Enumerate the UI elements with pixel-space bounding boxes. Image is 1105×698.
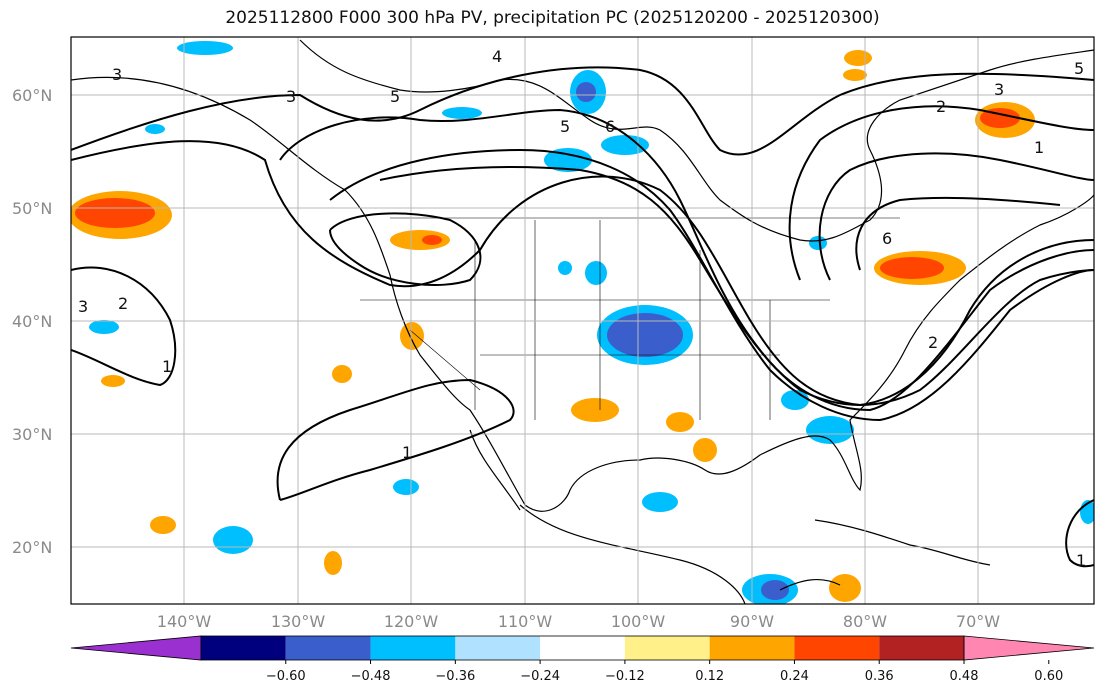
pv-contour-label: 1 bbox=[1034, 138, 1044, 157]
lat-label: 60°N bbox=[12, 86, 52, 105]
colorbar-box bbox=[709, 636, 795, 660]
colorbar-box bbox=[370, 636, 456, 660]
precip-blob bbox=[601, 135, 649, 155]
pv-contour-label: 5 bbox=[1074, 59, 1084, 78]
colorbar bbox=[70, 635, 1095, 661]
precip-blob bbox=[422, 235, 442, 245]
precip-blob bbox=[806, 416, 854, 444]
colorbar-tick-label: 0.60 bbox=[1034, 669, 1063, 684]
pv-contour-label: 2 bbox=[936, 97, 946, 116]
colorbar-tick-label: −0.12 bbox=[605, 669, 645, 684]
precip-blob bbox=[809, 236, 827, 250]
colorbar-labels: −0.60 −0.48 −0.36 −0.24 −0.12 0.12 0.24 0.36 0.4… bbox=[266, 660, 1063, 684]
precip-blob bbox=[177, 41, 233, 55]
precip-blob bbox=[101, 375, 125, 387]
precip-anomaly-fills bbox=[71, 41, 1094, 604]
lat-label: 30°N bbox=[12, 425, 52, 444]
colorbar-frame bbox=[200, 635, 965, 661]
lon-label: 80°W bbox=[843, 612, 887, 631]
precip-blob bbox=[693, 438, 717, 462]
precip-blob bbox=[332, 365, 352, 383]
precip-blob bbox=[544, 148, 592, 172]
precip-blob bbox=[607, 313, 683, 357]
precip-blob bbox=[844, 50, 872, 66]
pv-contour-label: 1 bbox=[162, 357, 172, 376]
precip-blob bbox=[75, 198, 155, 228]
precip-blob bbox=[642, 492, 678, 512]
pv-contour-label: 6 bbox=[882, 229, 892, 248]
precip-blob bbox=[571, 398, 619, 422]
precip-blob bbox=[880, 257, 944, 279]
pv-contour-label: 5 bbox=[390, 87, 400, 106]
plot-frame bbox=[70, 36, 1095, 605]
pv-contour-label: 3 bbox=[112, 65, 122, 84]
precip-blob bbox=[400, 322, 424, 350]
colorbar-box bbox=[201, 636, 286, 660]
pv-contour-label: 2 bbox=[928, 333, 938, 352]
pv-contour-label: 4 bbox=[492, 47, 502, 66]
precip-blob bbox=[829, 574, 861, 602]
colorbar-tick-label: −0.36 bbox=[435, 669, 475, 684]
precip-blob bbox=[393, 479, 419, 495]
precip-blob bbox=[761, 580, 789, 600]
latitude-labels: 60°N 50°N 40°N 30°N 20°N bbox=[12, 86, 52, 557]
precip-blob bbox=[213, 526, 253, 554]
precip-blob bbox=[558, 261, 572, 275]
map-title: 2025112800 F000 300 hPa PV, precipitatio… bbox=[225, 8, 880, 28]
lon-label: 90°W bbox=[730, 612, 774, 631]
colorbar-box bbox=[794, 636, 880, 660]
pv-contour-label: 6 bbox=[605, 117, 615, 136]
pv-contour-label: 3 bbox=[78, 297, 88, 316]
precip-blob bbox=[324, 551, 342, 575]
pv-contour-label: 1 bbox=[402, 443, 412, 462]
colorbar-tick-label: 0.36 bbox=[865, 669, 894, 684]
pv-contour-label: 5 bbox=[560, 117, 570, 136]
longitude-labels: 140°W 130°W 120°W 110°W 100°W 90°W 80°W … bbox=[157, 612, 1000, 631]
colorbar-tick-label: −0.24 bbox=[520, 669, 560, 684]
colorbar-box bbox=[540, 636, 625, 660]
colorbar-tick-label: −0.48 bbox=[351, 669, 391, 684]
colorbar-box bbox=[285, 636, 371, 660]
precip-blob bbox=[150, 516, 176, 534]
colorbar-box bbox=[455, 636, 541, 660]
precip-blob bbox=[576, 82, 596, 102]
gridlines bbox=[71, 37, 1094, 604]
pv-contour-labels: 3 3 5 4 5 6 2 3 5 1 6 2 2 3 1 1 1 bbox=[78, 47, 1086, 570]
colorbar-tick-label: 0.48 bbox=[950, 669, 979, 684]
colorbar-box bbox=[624, 636, 710, 660]
pv-contour-label: 2 bbox=[118, 294, 128, 313]
precip-blob bbox=[585, 261, 607, 285]
pv-contour-label: 3 bbox=[994, 80, 1004, 99]
colorbar-tick-label: 0.24 bbox=[780, 669, 809, 684]
colorbar-extend-high bbox=[963, 635, 1095, 661]
precip-blob bbox=[89, 320, 119, 334]
lon-label: 140°W bbox=[157, 612, 212, 631]
pv-contours bbox=[71, 66, 1094, 568]
precip-blob bbox=[843, 69, 867, 81]
colorbar-extend-low bbox=[70, 635, 202, 661]
lat-label: 20°N bbox=[12, 538, 52, 557]
colorbar-box bbox=[879, 636, 964, 660]
pv-contour-label: 3 bbox=[286, 87, 296, 106]
colorbar-tick-label: 0.12 bbox=[695, 669, 724, 684]
lat-label: 40°N bbox=[12, 312, 52, 331]
colorbar-tick-label: −0.60 bbox=[266, 669, 306, 684]
precip-blob bbox=[390, 230, 450, 250]
pv-contour-label: 1 bbox=[1076, 551, 1086, 570]
lon-label: 130°W bbox=[271, 612, 326, 631]
lon-label: 120°W bbox=[384, 612, 439, 631]
precip-blob bbox=[666, 412, 694, 432]
lon-label: 110°W bbox=[498, 612, 553, 631]
precip-blob bbox=[442, 107, 482, 119]
lat-label: 50°N bbox=[12, 199, 52, 218]
lon-label: 100°W bbox=[611, 612, 666, 631]
lon-label: 70°W bbox=[956, 612, 1000, 631]
precip-blob bbox=[145, 124, 165, 134]
